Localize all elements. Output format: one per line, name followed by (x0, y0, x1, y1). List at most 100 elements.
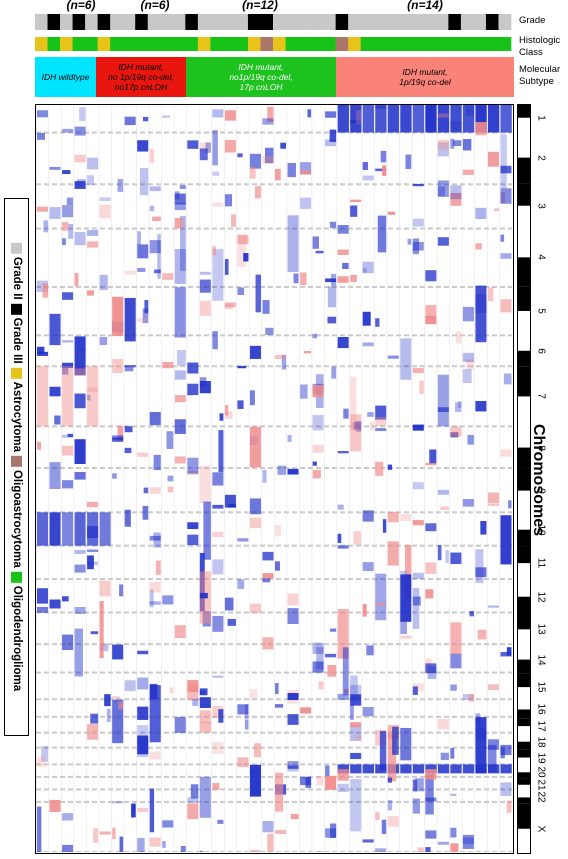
chromosome-boundary (196, 775, 201, 778)
cn-gain-segment (62, 221, 69, 231)
chromosome-boundary (412, 775, 417, 778)
chromosome-boundary (44, 183, 49, 186)
cn-loss-segment (137, 140, 149, 152)
cn-loss-segment (87, 175, 95, 186)
chromosome-boundary (316, 763, 321, 766)
cn-gain-segment (412, 520, 424, 526)
chromosome-boundary (220, 775, 225, 778)
chromosome-boundary (172, 131, 177, 134)
chromosome-boundary (348, 851, 353, 853)
chromosome-boundary (140, 578, 145, 581)
chromosome-boundary (364, 334, 369, 337)
chromosome-boundary (484, 285, 489, 288)
chromosome-boundary (500, 227, 505, 230)
chromosome-boundary (452, 788, 457, 791)
cn-loss-segment (74, 549, 86, 554)
histologic-cell (310, 37, 324, 51)
chromosome-band-arm (517, 447, 531, 469)
chromosome-boundary (148, 365, 153, 368)
grade-cell (35, 14, 48, 30)
chromosome-boundary (172, 775, 177, 778)
chromosome-boundary (460, 467, 465, 470)
cn-gain-segment (231, 214, 236, 227)
chromosome-boundary (84, 788, 89, 791)
cn-loss-segment (199, 690, 205, 695)
cn-gain-segment (37, 206, 49, 212)
cn-gain-segment (112, 827, 116, 840)
chromosome-boundary (300, 511, 305, 514)
subtype-label-line: 1p/19q co-del (399, 77, 451, 87)
chromosome-boundary (260, 425, 265, 428)
chromosome-boundary (132, 227, 137, 230)
cn-gain-segment (112, 696, 120, 699)
chromosome-boundary (172, 578, 177, 581)
chromosome-boundary (52, 131, 57, 134)
grade-cell (122, 14, 136, 30)
chromosome-tick-label: 20 (535, 766, 547, 778)
cn-gain-segment (224, 411, 233, 419)
cn-gain-segment (350, 414, 362, 452)
cn-loss-segment (287, 767, 299, 772)
chromosome-boundary (148, 511, 153, 514)
chromosome-boundary (148, 183, 153, 186)
cn-loss-segment (74, 393, 86, 409)
chromosome-boundary (36, 227, 41, 230)
histologic-label-line: Class (519, 47, 543, 58)
chromosome-boundary (300, 800, 305, 803)
cn-gain-segment (149, 148, 155, 164)
chromosome-boundary (132, 731, 137, 734)
chromosome-boundary (132, 746, 137, 749)
cn-loss-segment (315, 250, 324, 254)
cn-gain-segment (212, 202, 224, 207)
cn-gain-segment (312, 469, 321, 479)
cn-loss-segment (37, 512, 49, 546)
chromosome-boundary (172, 365, 177, 368)
chromosome-boundary (412, 611, 417, 614)
cn-gain-segment (425, 589, 434, 599)
cn-loss-segment (462, 834, 474, 849)
histologic-cell (485, 37, 499, 51)
chromosome-boundary (268, 611, 273, 614)
cn-loss-segment (112, 435, 124, 440)
chromosome-boundary (84, 611, 89, 614)
chromosome-boundary (60, 763, 65, 766)
cn-loss-segment (174, 717, 186, 733)
cn-gain-segment (199, 142, 211, 152)
chromosome-boundary (116, 365, 121, 368)
chromosome-boundary (332, 365, 337, 368)
legend-label: Oligodendroglioma (10, 585, 23, 692)
chromosome-boundary (348, 611, 353, 614)
cn-loss-segment (425, 847, 431, 853)
chromosome-boundary (492, 578, 497, 581)
chromosome-boundary (108, 731, 113, 734)
cn-loss-segment (262, 551, 274, 561)
chromosome-boundary (132, 511, 137, 514)
cn-loss-segment (217, 819, 224, 824)
chromosome-boundary (188, 544, 193, 547)
cn-loss-segment (412, 105, 425, 133)
chromosome-boundary (444, 800, 449, 803)
chromosome-boundary (60, 715, 65, 718)
chromosome-boundary (468, 800, 473, 803)
chromosome-boundary (292, 334, 297, 337)
chromosome-boundary (212, 467, 217, 470)
histologic-cell (373, 37, 387, 51)
chromosome-boundary (140, 285, 145, 288)
cn-loss-segment (487, 739, 499, 750)
chromosome-boundary (148, 746, 153, 749)
chromosome-tick-label: 4 (535, 254, 547, 261)
chromosome-boundary (76, 467, 81, 470)
cn-loss-segment (66, 197, 74, 205)
cn-gain-segment (450, 843, 459, 853)
legend-label: Oligoastrocytoma (10, 469, 23, 568)
cn-gain-segment (425, 769, 437, 780)
cn-loss-segment (154, 269, 161, 274)
cn-loss-segment (142, 116, 149, 122)
chromosome-boundary (284, 131, 289, 134)
chromosome-boundary (164, 425, 169, 428)
cn-loss-segment (249, 390, 255, 406)
chromosome-boundary (428, 698, 433, 701)
chromosome-boundary (396, 698, 401, 701)
chromosome-boundary (324, 334, 329, 337)
cn-gain-segment (375, 417, 387, 427)
